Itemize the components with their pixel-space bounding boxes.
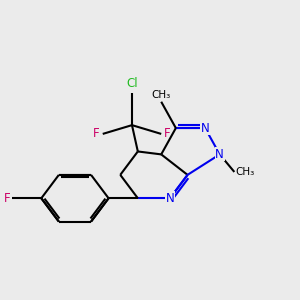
Text: N: N bbox=[166, 192, 174, 205]
Text: F: F bbox=[93, 128, 100, 140]
Text: F: F bbox=[4, 192, 11, 205]
Text: N: N bbox=[201, 122, 209, 135]
Text: N: N bbox=[215, 148, 224, 161]
Text: Cl: Cl bbox=[126, 77, 138, 90]
Text: F: F bbox=[164, 128, 171, 140]
Text: CH₃: CH₃ bbox=[152, 90, 171, 100]
Text: CH₃: CH₃ bbox=[236, 167, 255, 177]
